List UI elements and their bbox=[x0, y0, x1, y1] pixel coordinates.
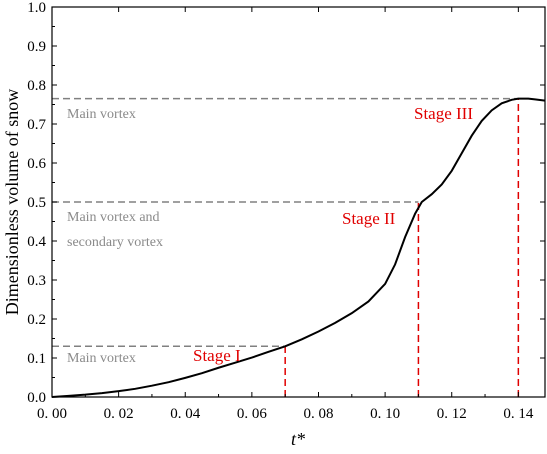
annotation-stage-3: Stage III bbox=[414, 104, 473, 123]
annotation-main-secondary-line2: secondary vortex bbox=[67, 235, 163, 250]
x-tick-label: 0. 08 bbox=[303, 406, 333, 422]
y-tick-label: 0.5 bbox=[27, 195, 46, 211]
x-tick-label: 0. 12 bbox=[437, 406, 467, 422]
y-tick-label: 0.7 bbox=[27, 117, 46, 133]
y-tick-label: 0.3 bbox=[27, 273, 46, 289]
series-line bbox=[51, 97, 546, 398]
x-axis: 0. 00 0. 02 0. 04 0. 06 0. 08 0. 10 0. 12 0. 14 bbox=[37, 7, 534, 422]
y-tick-label: 0.0 bbox=[27, 390, 46, 406]
x-tick-label: 0. 10 bbox=[370, 406, 400, 422]
y-tick-label: 1.0 bbox=[27, 0, 46, 16]
reference-lines bbox=[52, 97, 520, 397]
y-tick-label: 0.4 bbox=[27, 234, 46, 250]
annotation-stage-1: Stage I bbox=[193, 346, 241, 365]
x-axis-label: t* bbox=[291, 429, 305, 449]
y-axis-label: Dimensionless volume of snow bbox=[2, 89, 22, 316]
x-tick-label: 0. 04 bbox=[170, 406, 201, 422]
x-tick-label: 0. 06 bbox=[237, 406, 268, 422]
x-tick-label: 0. 00 bbox=[37, 406, 67, 422]
annotation-stage-2: Stage II bbox=[342, 209, 396, 228]
annotation-main-secondary-line1: Main vortex and bbox=[67, 210, 160, 225]
y-tick-label: 0.8 bbox=[27, 78, 46, 94]
annotation-main-vortex-low: Main vortex bbox=[67, 351, 136, 366]
y-tick-label: 0.1 bbox=[27, 351, 46, 367]
y-tick-label: 0.6 bbox=[27, 156, 46, 172]
annotation-main-vortex-high: Main vortex bbox=[67, 107, 136, 122]
y-tick-label: 0.9 bbox=[27, 39, 46, 55]
x-tick-label: 0. 02 bbox=[104, 406, 134, 422]
x-tick-label: 0. 14 bbox=[503, 406, 534, 422]
y-axis: 0.0 0.1 0.2 0.3 0.4 0.5 0.6 0.7 0.8 0.9 1.0 bbox=[27, 0, 545, 406]
y-tick-label: 0.2 bbox=[27, 312, 46, 328]
